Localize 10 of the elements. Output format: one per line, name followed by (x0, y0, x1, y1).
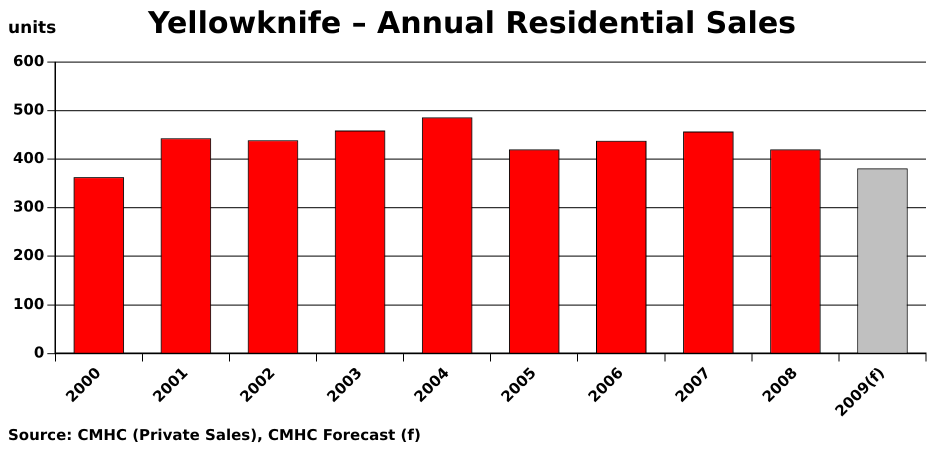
y-axis-title: units (8, 18, 56, 38)
y-tick-label: 0 (34, 343, 44, 362)
y-tick-label: 100 (13, 294, 44, 313)
source-note: Source: CMHC (Private Sales), CMHC Forecast (f) (8, 426, 421, 444)
y-tick-label: 500 (13, 100, 44, 118)
y-tick-label: 400 (13, 149, 44, 168)
chart-title: Yellowknife – Annual Residential Sales (148, 6, 796, 41)
y-tick-label: 200 (13, 246, 44, 264)
y-tick-label: 300 (13, 198, 44, 216)
y-tick-label: 600 (13, 52, 44, 70)
